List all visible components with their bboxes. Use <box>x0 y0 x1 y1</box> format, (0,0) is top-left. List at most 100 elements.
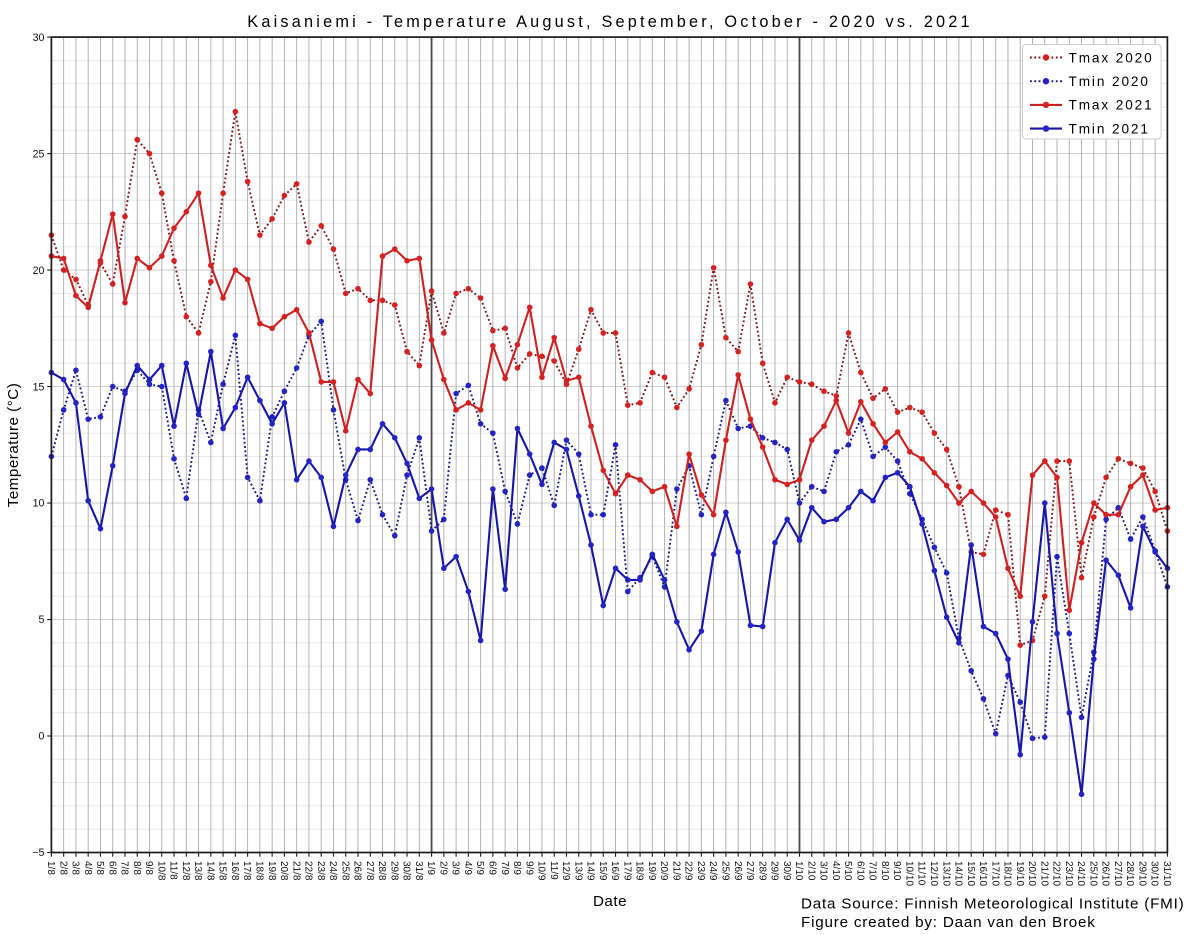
svg-text:25/9: 25/9 <box>720 861 731 881</box>
svg-text:6/8: 6/8 <box>106 861 117 875</box>
svg-text:30: 30 <box>33 32 45 44</box>
svg-text:18/10: 18/10 <box>1002 861 1013 886</box>
svg-text:26/10: 26/10 <box>1100 861 1111 886</box>
svg-text:3/9: 3/9 <box>450 861 461 875</box>
svg-text:28/8: 28/8 <box>376 861 387 881</box>
svg-text:11/8: 11/8 <box>168 861 179 880</box>
svg-text:Tmax 2021: Tmax 2021 <box>1069 98 1154 113</box>
svg-text:3/8: 3/8 <box>70 861 81 875</box>
svg-text:15/10: 15/10 <box>965 861 976 886</box>
svg-text:23/10: 23/10 <box>1063 861 1074 886</box>
svg-text:11/10: 11/10 <box>916 861 927 886</box>
svg-text:27/9: 27/9 <box>744 861 755 881</box>
svg-text:20: 20 <box>33 265 45 277</box>
svg-text:22/8: 22/8 <box>303 861 314 881</box>
svg-text:12/8: 12/8 <box>180 861 191 881</box>
svg-text:24/8: 24/8 <box>327 861 338 881</box>
svg-text:22/10: 22/10 <box>1051 861 1062 886</box>
svg-text:18/9: 18/9 <box>634 861 645 881</box>
svg-text:18/8: 18/8 <box>253 861 264 881</box>
svg-text:21/8: 21/8 <box>290 861 301 881</box>
svg-text:26/9: 26/9 <box>732 861 743 881</box>
svg-text:Tmin 2020: Tmin 2020 <box>1069 74 1150 89</box>
svg-text:24/10: 24/10 <box>1075 861 1086 886</box>
svg-text:10/10: 10/10 <box>903 861 914 886</box>
svg-text:30/9: 30/9 <box>781 861 792 881</box>
svg-text:8/10: 8/10 <box>879 861 890 881</box>
svg-text:23/8: 23/8 <box>315 861 326 881</box>
svg-text:Date: Date <box>593 893 627 910</box>
svg-text:20/8: 20/8 <box>278 861 289 881</box>
svg-text:11/9: 11/9 <box>548 861 559 880</box>
svg-text:Data Source: Finnish Meteorolo: Data Source: Finnish Meteorological Inst… <box>801 896 1185 913</box>
svg-text:Kaisaniemi - Temperature Augus: Kaisaniemi - Temperature August, Septemb… <box>247 13 972 31</box>
svg-text:6/10: 6/10 <box>854 861 865 881</box>
svg-text:Tmin 2021: Tmin 2021 <box>1069 121 1150 136</box>
svg-text:13/9: 13/9 <box>572 861 583 881</box>
svg-text:23/9: 23/9 <box>695 861 706 881</box>
svg-text:4/9: 4/9 <box>462 861 473 875</box>
svg-text:27/10: 27/10 <box>1112 861 1123 886</box>
svg-text:16/8: 16/8 <box>229 861 240 881</box>
svg-text:7/9: 7/9 <box>499 861 510 875</box>
svg-text:26/8: 26/8 <box>352 861 363 881</box>
svg-text:12/9: 12/9 <box>560 861 571 881</box>
svg-text:15/9: 15/9 <box>597 861 608 881</box>
svg-text:30/10: 30/10 <box>1149 861 1160 886</box>
svg-text:10: 10 <box>33 498 45 510</box>
svg-text:28/9: 28/9 <box>756 861 767 881</box>
svg-text:30/8: 30/8 <box>401 861 412 881</box>
svg-text:29/8: 29/8 <box>388 861 399 881</box>
svg-text:4/10: 4/10 <box>830 861 841 881</box>
svg-text:19/10: 19/10 <box>1014 861 1025 886</box>
svg-text:0: 0 <box>38 731 44 743</box>
svg-text:8/8: 8/8 <box>131 861 142 875</box>
svg-text:29/9: 29/9 <box>769 861 780 881</box>
svg-text:3/10: 3/10 <box>818 861 829 881</box>
svg-text:31/10: 31/10 <box>1161 861 1172 886</box>
svg-text:Figure created by: Daan van de: Figure created by: Daan van den Broek <box>801 914 1096 931</box>
svg-text:9/10: 9/10 <box>891 861 902 881</box>
svg-text:17/8: 17/8 <box>241 861 252 881</box>
svg-text:1/8: 1/8 <box>45 861 56 875</box>
svg-text:15: 15 <box>33 381 45 393</box>
svg-text:25/10: 25/10 <box>1087 861 1098 886</box>
svg-text:Tmax 2020: Tmax 2020 <box>1069 50 1154 65</box>
svg-text:5/9: 5/9 <box>474 861 485 875</box>
svg-text:7/10: 7/10 <box>867 861 878 881</box>
svg-text:15/8: 15/8 <box>217 861 228 881</box>
svg-text:Temperature (°C): Temperature (°C) <box>5 383 22 508</box>
svg-text:14/10: 14/10 <box>953 861 964 886</box>
svg-text:21/10: 21/10 <box>1038 861 1049 886</box>
svg-text:21/9: 21/9 <box>670 861 681 881</box>
svg-text:10/9: 10/9 <box>536 861 547 881</box>
svg-text:2/8: 2/8 <box>57 861 68 875</box>
svg-text:4/8: 4/8 <box>82 861 93 875</box>
svg-text:29/10: 29/10 <box>1136 861 1147 886</box>
svg-text:31/8: 31/8 <box>413 861 424 881</box>
svg-text:9/9: 9/9 <box>523 861 534 875</box>
svg-text:19/8: 19/8 <box>266 861 277 881</box>
svg-text:19/9: 19/9 <box>646 861 657 881</box>
svg-text:20/10: 20/10 <box>1026 861 1037 886</box>
svg-text:28/10: 28/10 <box>1124 861 1135 886</box>
svg-text:16/10: 16/10 <box>977 861 988 886</box>
svg-text:25: 25 <box>33 148 45 160</box>
svg-text:1/10: 1/10 <box>793 861 804 881</box>
svg-text:12/10: 12/10 <box>928 861 939 886</box>
svg-text:1/9: 1/9 <box>425 861 436 875</box>
svg-text:8/9: 8/9 <box>511 861 522 875</box>
svg-text:17/10: 17/10 <box>989 861 1000 886</box>
svg-text:5/10: 5/10 <box>842 861 853 881</box>
svg-text:2/10: 2/10 <box>805 861 816 881</box>
svg-text:10/8: 10/8 <box>155 861 166 881</box>
svg-text:13/10: 13/10 <box>940 861 951 886</box>
svg-text:13/8: 13/8 <box>192 861 203 881</box>
svg-text:25/8: 25/8 <box>339 861 350 881</box>
svg-text:5: 5 <box>38 614 44 626</box>
svg-text:17/9: 17/9 <box>621 861 632 881</box>
svg-text:9/8: 9/8 <box>143 861 154 875</box>
svg-text:24/9: 24/9 <box>707 861 718 881</box>
svg-text:6/9: 6/9 <box>486 861 497 875</box>
svg-text:−5: −5 <box>32 847 44 859</box>
